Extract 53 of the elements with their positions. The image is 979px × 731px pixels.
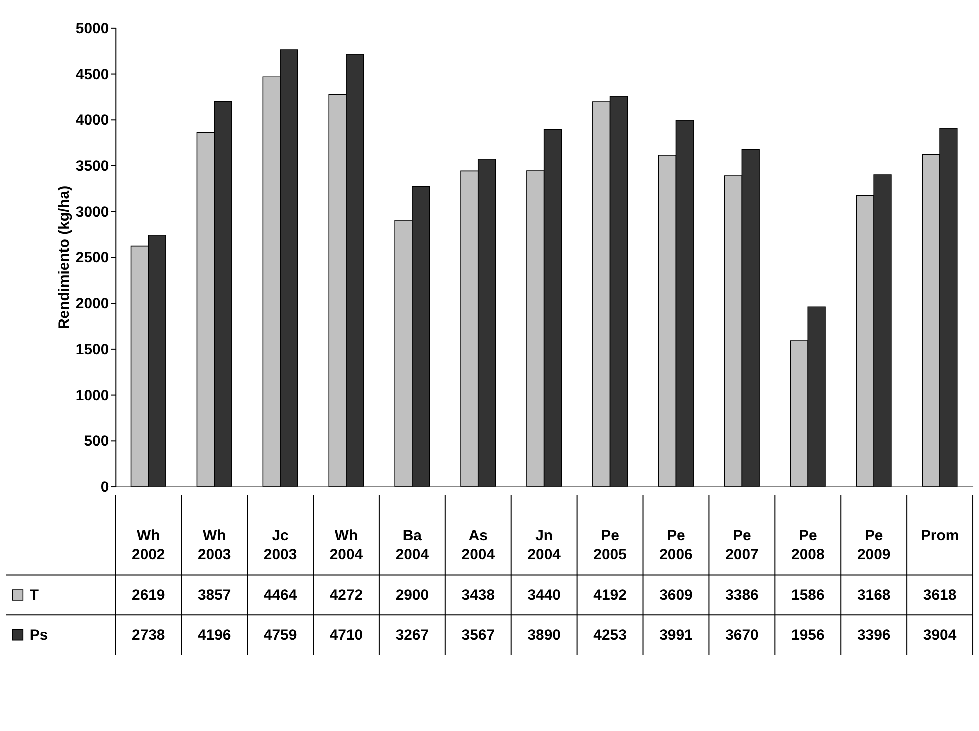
data-label: 3567	[462, 627, 495, 644]
x-tick-label: Wh 2004	[330, 527, 364, 564]
data-label: 2738	[132, 627, 166, 644]
data-label: 4759	[264, 627, 298, 644]
y-tick-label: 1500	[76, 341, 110, 358]
data-label: 3857	[198, 587, 232, 604]
data-label: 2900	[396, 587, 430, 604]
data-label: 3440	[528, 587, 561, 604]
data-label: 3618	[923, 587, 957, 604]
y-tick-label: 3000	[76, 204, 110, 221]
data-label: 3386	[726, 587, 759, 604]
data-label: 1586	[792, 587, 825, 604]
data-label: 4192	[594, 587, 627, 604]
data-label: 2619	[132, 587, 166, 604]
data-label: 3991	[660, 627, 693, 644]
data-label: 4272	[330, 587, 364, 604]
y-axis-title: Rendimiento (kg/ha)	[56, 186, 73, 330]
data-label: 1956	[792, 627, 825, 644]
y-tick-label: 0	[100, 479, 110, 496]
data-label: 3670	[726, 627, 759, 644]
data-label: 3168	[857, 587, 891, 604]
x-tick-label: Jn 2004	[528, 527, 562, 564]
data-label: 3890	[528, 627, 561, 644]
y-tick-label: 3500	[76, 158, 110, 175]
data-label: 3438	[462, 587, 495, 604]
x-tick-label: As 2004	[462, 527, 496, 564]
data-label: 3267	[396, 627, 430, 644]
data-label: 3609	[660, 587, 693, 604]
x-tick-label: Prom	[920, 527, 960, 544]
data-label: 3904	[923, 627, 958, 644]
x-tick-label: Pe 2005	[594, 527, 627, 564]
data-label: 4710	[330, 627, 364, 644]
y-tick-label: 5000	[76, 20, 110, 38]
legend-label: Ps	[30, 627, 48, 644]
data-label: 3396	[857, 627, 891, 644]
x-tick-label: Wh 2002	[132, 527, 166, 564]
y-tick-label: 2000	[76, 296, 110, 313]
legend-label: T	[30, 587, 40, 604]
x-tick-label: Ba 2004	[396, 527, 430, 564]
x-tick-label: Jc 2003	[264, 527, 298, 564]
x-tick-label: Pe 2008	[792, 527, 825, 564]
y-tick-label: 4000	[76, 112, 110, 130]
x-tick-label: Wh 2003	[198, 527, 232, 564]
data-label: 4196	[198, 627, 232, 644]
y-tick-label: 4500	[76, 66, 110, 84]
y-tick-label: 1000	[76, 387, 110, 404]
data-label: 4464	[264, 587, 298, 604]
x-tick-label: Pe 2007	[726, 527, 759, 564]
x-tick-label: Pe 2006	[660, 527, 693, 564]
y-tick-label: 2500	[76, 250, 110, 267]
x-tick-label: Pe 2009	[857, 527, 891, 564]
data-label: 4253	[594, 627, 627, 644]
y-tick-label: 500	[84, 433, 110, 450]
